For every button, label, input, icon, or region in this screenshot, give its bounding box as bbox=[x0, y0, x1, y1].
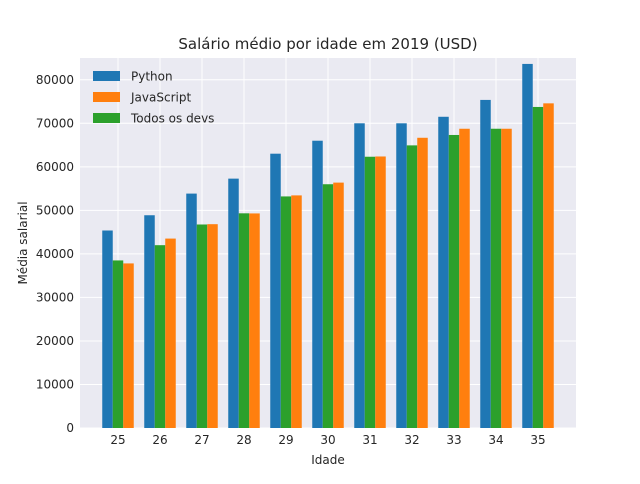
bar-javascript bbox=[543, 103, 554, 428]
x-tick-label: 31 bbox=[362, 433, 377, 447]
y-tick-label: 20000 bbox=[36, 334, 74, 348]
bar-python bbox=[144, 215, 155, 428]
bar-todos-os-devs bbox=[112, 260, 124, 428]
bar-python bbox=[438, 116, 449, 429]
x-tick-label: 29 bbox=[278, 433, 293, 447]
x-tick-label: 30 bbox=[320, 433, 335, 447]
bar-javascript bbox=[207, 224, 218, 428]
bar-javascript bbox=[123, 263, 134, 428]
legend: Python JavaScript Todos os devs bbox=[93, 70, 214, 126]
x-tick-label: 32 bbox=[404, 433, 419, 447]
bar-python bbox=[396, 123, 407, 428]
y-tick-labels: 0 10000 20000 30000 40000 50000 60000 70000 8000… bbox=[36, 73, 74, 435]
y-tick-label: 40000 bbox=[36, 247, 74, 261]
x-tick-label: 35 bbox=[530, 433, 545, 447]
bar-todos-os-devs bbox=[532, 106, 544, 428]
legend-label: Python bbox=[131, 70, 173, 84]
bar-javascript bbox=[333, 182, 344, 428]
bar-javascript bbox=[501, 128, 512, 429]
y-axis-label: Média salarial bbox=[16, 201, 30, 284]
y-tick-label: 0 bbox=[66, 421, 74, 435]
legend-swatch bbox=[93, 113, 120, 123]
bar-todos-os-devs bbox=[154, 245, 166, 428]
bar-javascript bbox=[165, 238, 176, 428]
y-tick-label: 50000 bbox=[36, 203, 74, 217]
chart-title: Salário médio por idade em 2019 (USD) bbox=[178, 35, 477, 53]
bar-todos-os-devs bbox=[406, 145, 418, 428]
bar-todos-os-devs bbox=[322, 184, 334, 428]
x-tick-label: 25 bbox=[110, 433, 125, 447]
bars bbox=[102, 63, 554, 429]
y-tick-label: 60000 bbox=[36, 160, 74, 174]
bar-todos-os-devs bbox=[280, 196, 292, 428]
y-tick-label: 80000 bbox=[36, 73, 74, 87]
bar-python bbox=[312, 140, 323, 428]
legend-label: Todos os devs bbox=[130, 112, 214, 126]
bar-python bbox=[270, 153, 281, 428]
y-tick-label: 70000 bbox=[36, 116, 74, 130]
legend-swatch bbox=[93, 71, 120, 81]
bar-python bbox=[228, 178, 239, 428]
x-tick-labels: 25 26 27 28 29 30 31 32 33 34 35 bbox=[110, 433, 545, 447]
y-tick-label: 10000 bbox=[36, 377, 74, 391]
bar-todos-os-devs bbox=[238, 213, 250, 428]
x-axis-label: Idade bbox=[311, 453, 345, 467]
x-tick-label: 34 bbox=[488, 433, 503, 447]
bar-todos-os-devs bbox=[196, 224, 208, 428]
bar-todos-os-devs bbox=[364, 156, 376, 428]
legend-swatch bbox=[93, 92, 120, 102]
y-tick-label: 30000 bbox=[36, 290, 74, 304]
bar-todos-os-devs bbox=[490, 128, 502, 428]
bar-javascript bbox=[291, 195, 302, 428]
bar-python bbox=[522, 63, 533, 429]
bar-javascript bbox=[375, 156, 386, 428]
bar-python bbox=[186, 193, 197, 428]
x-tick-label: 26 bbox=[152, 433, 167, 447]
bar-javascript bbox=[417, 137, 428, 428]
bar-javascript bbox=[249, 213, 260, 428]
x-tick-label: 28 bbox=[236, 433, 251, 447]
bar-python bbox=[480, 99, 491, 428]
bar-javascript bbox=[459, 128, 470, 428]
legend-label: JavaScript bbox=[130, 91, 191, 105]
bar-python bbox=[102, 230, 113, 428]
bar-python bbox=[354, 123, 365, 428]
x-tick-label: 27 bbox=[194, 433, 209, 447]
bar-todos-os-devs bbox=[448, 134, 460, 428]
x-tick-label: 33 bbox=[446, 433, 461, 447]
